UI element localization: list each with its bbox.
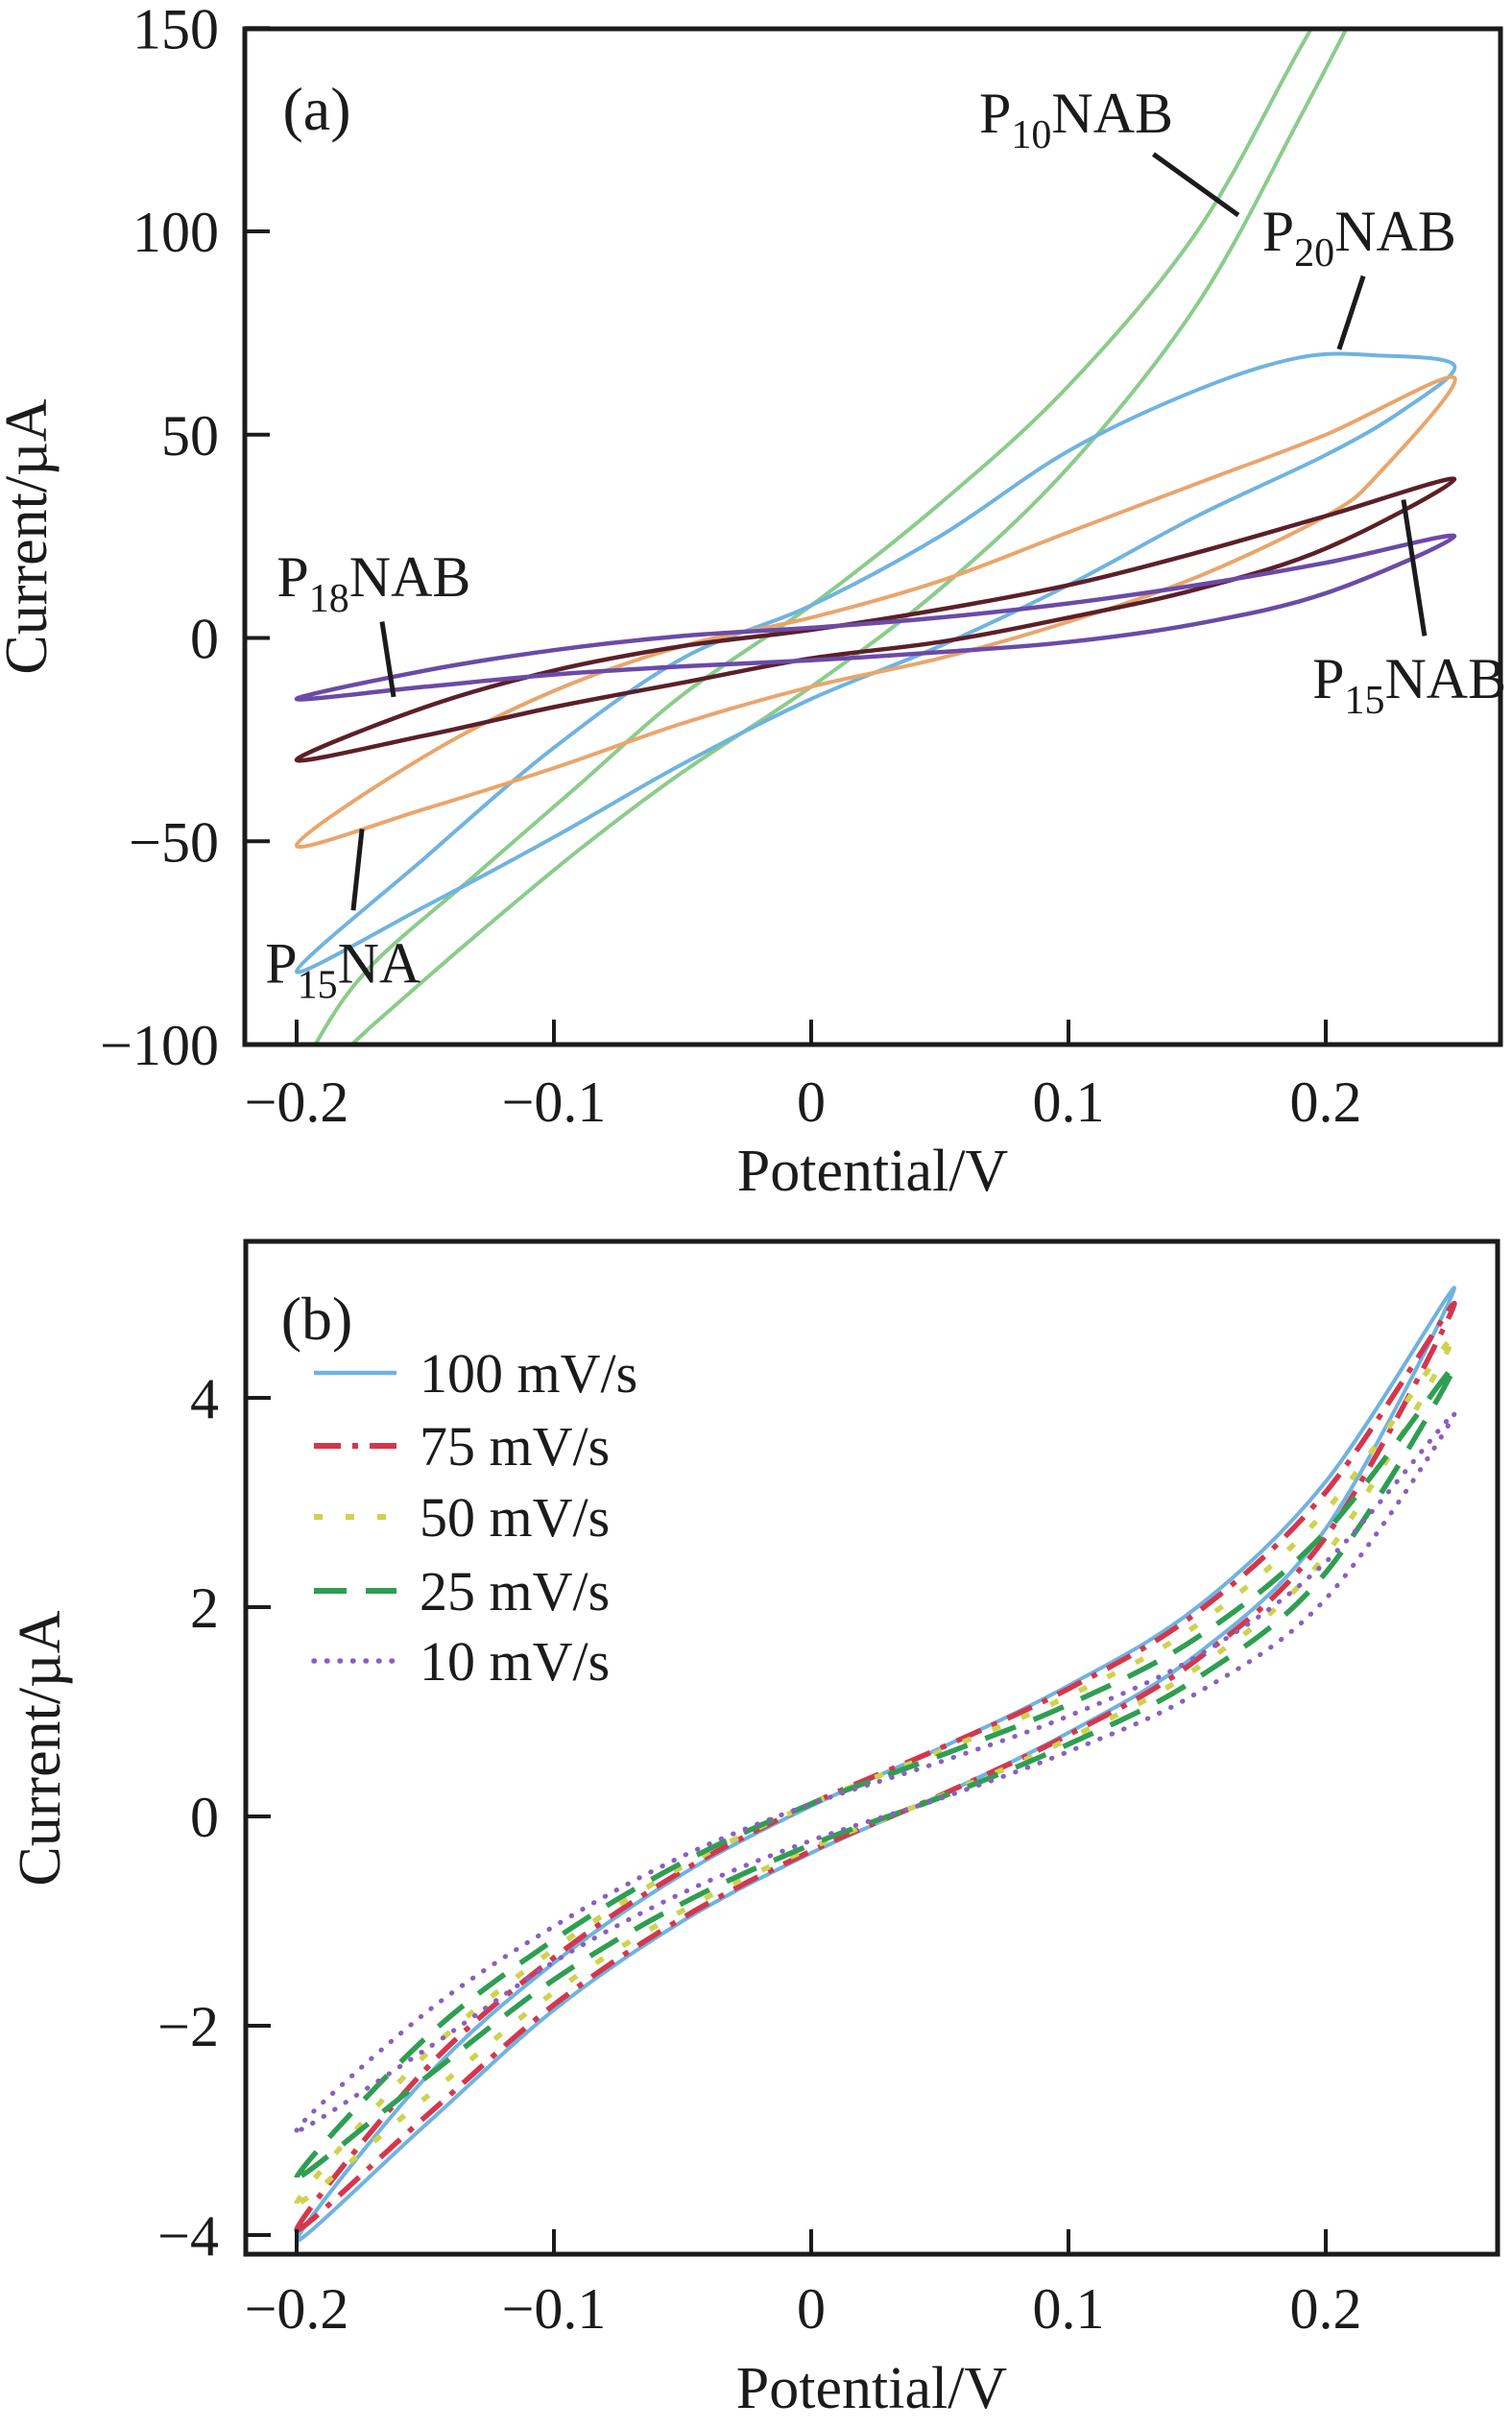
y-axis-title: Current/µA [8, 1610, 73, 1886]
y-tick-label: 2 [190, 1576, 219, 1640]
panel-label: (a) [282, 75, 350, 143]
y-tick-label: 0 [190, 608, 219, 671]
x-tick-label: 0.1 [1033, 2277, 1105, 2341]
y-tick-label: 0 [190, 1786, 219, 1849]
y-tick-label: 150 [132, 0, 219, 60]
x-tick-label: 0 [797, 2277, 826, 2341]
legend: 100 mV/s 75 mV/s 50 mV/s 25 mV/s 10 mV/s [311, 1342, 637, 1693]
annotation-p18nab: P18NAB [276, 545, 470, 621]
legend-label-4: 25 mV/s [420, 1560, 610, 1623]
y-tick-label: 100 [132, 201, 219, 264]
cv-curve-p15nab [294, 476, 1457, 763]
y-tick-label: −4 [157, 2204, 219, 2268]
annotation-p15na: P15NA [265, 931, 420, 1007]
y-tick-label: 50 [161, 404, 219, 468]
cv-curve-p18nab [294, 533, 1457, 702]
x-axis-title: Potential/V [736, 2356, 1008, 2421]
curves-group [294, 31, 1457, 1043]
curves-group [294, 1286, 1457, 2243]
x-tick-label: 0 [797, 1070, 826, 1134]
annotation-p20nab: P20NAB [1262, 200, 1456, 276]
y-tick-label: −2 [157, 1995, 219, 2058]
panel-a-chart: −0.2 −0.1 0 0.1 0.2 150 100 50 0 −50 −100 Potential… [0, 0, 1506, 1204]
annotation-p15nab: P15NAB [1312, 647, 1506, 723]
annotation-pointer [350, 829, 365, 911]
x-tick-label: −0.2 [245, 2277, 349, 2341]
annotation-pointer [379, 621, 396, 698]
plot-box [242, 26, 1503, 1047]
x-tick-label: −0.1 [502, 1070, 607, 1134]
cv-curve-p20nab [294, 351, 1457, 974]
x-tick-label: −0.2 [245, 1070, 349, 1134]
cv-curve-75-mv-s [294, 1301, 1457, 2233]
panel-a-svg: −0.2 −0.1 0 0.1 0.2 150 100 50 0 −50 −100 Potential… [0, 0, 1506, 1204]
y-tick-label: −50 [129, 810, 219, 874]
panel-b-svg: −0.2 −0.1 0 0.1 0.2 4 2 0 −2 −4 Potential/V Current… [8, 1238, 1500, 2421]
annotation-pointer [1336, 275, 1366, 350]
plot-box [243, 1238, 1500, 2257]
legend-label-1: 100 mV/s [420, 1342, 637, 1405]
legend-label-2: 75 mV/s [420, 1415, 610, 1478]
x-tick-label: 0.2 [1290, 2277, 1362, 2341]
y-tick-label: 4 [190, 1367, 219, 1430]
annotation-pointer [1151, 152, 1240, 218]
cv-curve-10-mv-s [294, 1410, 1457, 2133]
legend-label-3: 50 mV/s [420, 1486, 610, 1549]
panel-b-chart: −0.2 −0.1 0 0.1 0.2 4 2 0 −2 −4 Potential/V Current… [0, 1214, 1512, 2428]
cv-curve-p10nab [314, 31, 1348, 1043]
x-axis-title: Potential/V [737, 1139, 1009, 1204]
panel-label: (b) [281, 1285, 353, 1353]
annotation-p10nab: P10NAB [979, 82, 1173, 157]
x-tick-label: −0.1 [502, 2277, 607, 2341]
annotation-pointer [1401, 499, 1428, 637]
cv-curve-25-mv-s [294, 1363, 1457, 2181]
cv-curve-50-mv-s [294, 1332, 1457, 2207]
x-tick-label: 0.2 [1290, 1070, 1362, 1134]
y-axis-title: Current/µA [0, 398, 60, 674]
y-tick-label: −100 [100, 1014, 219, 1077]
cv-curve-p15na [294, 374, 1457, 849]
x-tick-label: 0.1 [1033, 1070, 1105, 1134]
legend-label-5: 10 mV/s [420, 1630, 610, 1693]
cv-curve-100-mv-s [294, 1286, 1457, 2243]
